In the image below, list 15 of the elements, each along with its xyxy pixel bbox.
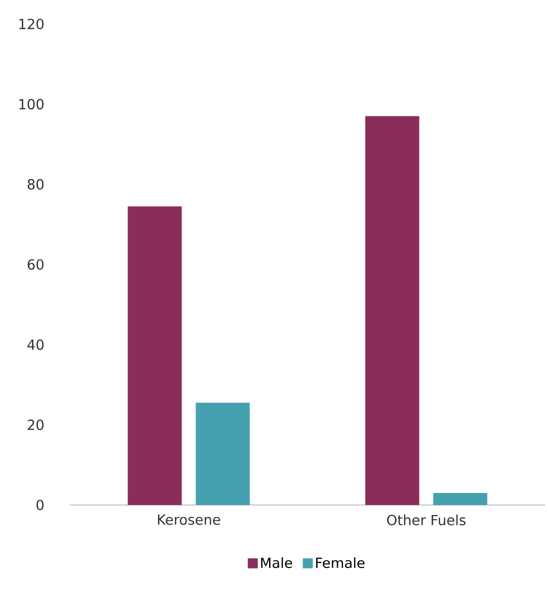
bar <box>196 402 250 505</box>
y-tick-label: 120 <box>19 18 44 30</box>
x-tick-label: Other Fuels <box>387 514 466 526</box>
y-tick-label: 60 <box>28 259 44 270</box>
legend-label: Male <box>261 557 292 568</box>
y-tick-label: 20 <box>28 420 44 430</box>
legend-label: Female <box>316 557 364 568</box>
bar <box>433 492 488 505</box>
y-tick-label: 100 <box>19 98 44 110</box>
bar <box>365 116 420 505</box>
x-tick-label: Kerosene <box>158 514 220 525</box>
y-tick-label: 40 <box>27 339 44 350</box>
bar <box>128 206 182 505</box>
y-tick-label: 80 <box>28 179 44 190</box>
y-tick-label: 0 <box>36 500 44 510</box>
